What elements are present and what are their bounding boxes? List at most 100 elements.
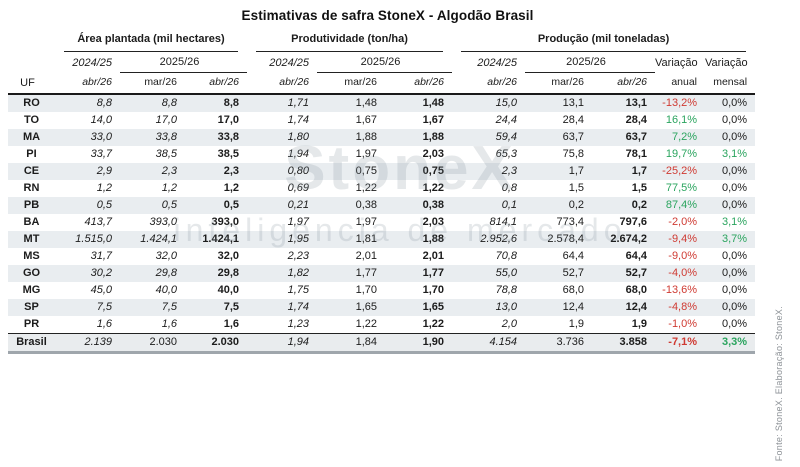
cell-ap-2425: 30,2 xyxy=(90,267,112,279)
cell-prodtv-abr26: 0,75 xyxy=(422,165,445,177)
year-2024-25-producao: 2024/25 xyxy=(477,56,518,69)
cell-producao-2425: 2.952,6 xyxy=(480,233,518,245)
cell-uf: RN xyxy=(23,182,40,194)
cell-prodtv-mar26: 1,97 xyxy=(355,216,378,228)
cell-producao-abr26: 2.674,2 xyxy=(610,233,648,245)
cell-var-anual: 87,4% xyxy=(665,199,698,211)
cell-producao-abr26: 13,1 xyxy=(625,97,648,109)
cell-prodtv-2425: 1,74 xyxy=(287,301,310,313)
cell-producao-abr26: 3.858 xyxy=(592,333,656,354)
cell-prodtv-mar26: 1,22 xyxy=(355,182,378,194)
cell-ap-2425: 2,9 xyxy=(96,165,112,177)
cell-producao-2425: 814,1 xyxy=(489,216,518,228)
cell-prodtv-2425: 1,94 xyxy=(247,333,318,354)
cell-prodtv-abr26: 1,70 xyxy=(422,284,445,296)
cell-producao-2425: 24,4 xyxy=(495,114,518,126)
cell-var-mensal: 0,0% xyxy=(722,182,748,194)
cell-ap-mar26: 2,3 xyxy=(161,165,177,177)
cell-ap-2425: 0,5 xyxy=(96,199,112,211)
month-abr26-prev-produtividade: abr/26 xyxy=(247,72,318,95)
cell-producao-abr26: 78,1 xyxy=(625,148,648,160)
cell-prodtv-abr26: 1,48 xyxy=(422,97,445,109)
year-2024-25-produtividade: 2024/25 xyxy=(269,56,310,69)
cell-ap-mar26: 8,8 xyxy=(161,97,177,109)
cell-var-mensal: 0,0% xyxy=(722,114,748,126)
cell-ap-2425: 7,5 xyxy=(96,301,112,313)
cell-prodtv-abr26: 1,88 xyxy=(422,131,445,143)
page-title: Estimativas de safra StoneX - Algodão Br… xyxy=(241,8,534,23)
cell-prodtv-2425: 1,97 xyxy=(287,216,310,228)
cell-ap-abr26: 2,3 xyxy=(223,165,240,177)
cell-var-mensal: 3,1% xyxy=(722,216,748,228)
cell-prodtv-abr26: 2,01 xyxy=(422,250,445,262)
cell-producao-2425: 0,1 xyxy=(501,199,518,211)
cell-ap-abr26: 38,5 xyxy=(217,148,240,160)
table-row-MT: MT 1.515,0 1.424,1 1.424,1 1,95 1,81 1,88 2.952… xyxy=(8,231,756,248)
cell-ap-2425: 413,7 xyxy=(84,216,112,228)
cell-var-anual: 16,1% xyxy=(665,114,698,126)
month-abr26-prev-area: abr/26 xyxy=(55,72,120,95)
cell-uf: MS xyxy=(23,250,40,262)
cell-prodtv-abr26: 1,67 xyxy=(422,114,445,126)
cell-ap-abr26: 393,0 xyxy=(211,216,240,228)
cell-ap-abr26: 1.424,1 xyxy=(202,233,240,245)
cell-prodtv-mar26: 1,67 xyxy=(355,114,378,126)
cell-ap-mar26: 33,8 xyxy=(155,131,177,143)
cell-var-mensal: 0,0% xyxy=(722,131,748,143)
group-producao: Produção (mil toneladas) xyxy=(452,31,755,52)
group-area-plantada-label: Área plantada (mil hectares) xyxy=(64,31,239,52)
cell-uf: CE xyxy=(23,165,40,177)
year-2024-25-area: 2024/25 xyxy=(72,56,112,69)
cell-ap-2425: 2.139 xyxy=(55,333,120,354)
uf-column-header: UF xyxy=(8,52,55,95)
cell-ap-mar26: 0,5 xyxy=(161,199,177,211)
cell-prodtv-mar26: 1,97 xyxy=(355,148,378,160)
cell-prodtv-abr26: 1,88 xyxy=(422,233,445,245)
cell-ap-abr26: 33,8 xyxy=(217,131,240,143)
cell-prodtv-mar26: 0,75 xyxy=(355,165,378,177)
month-mar26-produtividade: mar/26 xyxy=(317,72,386,95)
cell-prodtv-abr26: 1,22 xyxy=(422,318,445,330)
cell-prodtv-abr26: 2,03 xyxy=(422,148,445,160)
cell-uf: MG xyxy=(22,284,41,296)
cell-ap-abr26: 0,5 xyxy=(223,199,240,211)
table-row-PB: PB 0,5 0,5 0,5 0,21 0,38 0,38 0,1 0,2 0,2 87,4% 0,0… xyxy=(8,197,756,214)
crop-estimates-table: Área plantada (mil hectares) Produtivida… xyxy=(8,31,756,354)
variacao-anual-header-line1: Variação xyxy=(655,56,698,69)
cell-var-anual: 19,7% xyxy=(665,148,698,160)
cell-prodtv-mar26: 1,22 xyxy=(355,318,378,330)
cell-var-mensal: 3,7% xyxy=(722,233,748,245)
cell-prodtv-2425: 1,94 xyxy=(287,148,310,160)
table-row-BA: BA 413,7 393,0 393,0 1,97 1,97 2,03 814,1 773,4 7… xyxy=(8,214,755,231)
cell-ap-mar26: 38,5 xyxy=(155,148,177,160)
cell-producao-mar26: 28,4 xyxy=(562,114,585,126)
cell-var-anual: -2,0% xyxy=(668,216,698,228)
cell-var-anual: -7,1% xyxy=(655,333,706,354)
cell-uf: MA xyxy=(22,131,41,143)
table-row-SP: SP 7,5 7,5 7,5 1,74 1,65 1,65 13,0 12,4 12,4 -4,8%… xyxy=(8,299,756,316)
cell-prodtv-2425: 1,23 xyxy=(287,318,310,330)
cell-prodtv-mar26: 1,48 xyxy=(355,97,378,109)
cell-producao-abr26: 1,9 xyxy=(631,318,648,330)
year-2025-26-produtividade: 2025/26 xyxy=(317,52,453,73)
cell-uf: GO xyxy=(22,267,41,279)
cell-uf: SP xyxy=(24,301,39,313)
cell-prodtv-mar26: 1,65 xyxy=(355,301,378,313)
cell-prodtv-2425: 0,69 xyxy=(287,182,310,194)
cell-uf: RO xyxy=(23,97,40,109)
cell-prodtv-abr26: 1,90 xyxy=(385,333,453,354)
month-abr26-prev-producao: abr/26 xyxy=(452,72,526,95)
cell-producao-abr26: 797,6 xyxy=(619,216,648,228)
cell-ap-2425: 33,7 xyxy=(90,148,112,160)
cell-producao-mar26: 63,7 xyxy=(562,131,585,143)
cell-var-mensal: 0,0% xyxy=(722,318,748,330)
cell-producao-abr26: 1,7 xyxy=(631,165,648,177)
cell-prodtv-abr26: 1,22 xyxy=(422,182,445,194)
cell-var-mensal: 0,0% xyxy=(722,284,748,296)
group-produtividade: Produtividade (ton/ha) xyxy=(247,31,452,52)
cell-prodtv-abr26: 0,38 xyxy=(422,199,445,211)
cell-producao-abr26: 64,4 xyxy=(625,250,648,262)
group-producao-label: Produção (mil toneladas) xyxy=(461,31,747,52)
cell-var-anual: -13,6% xyxy=(662,284,698,296)
cell-producao-2425: 15,0 xyxy=(495,97,518,109)
